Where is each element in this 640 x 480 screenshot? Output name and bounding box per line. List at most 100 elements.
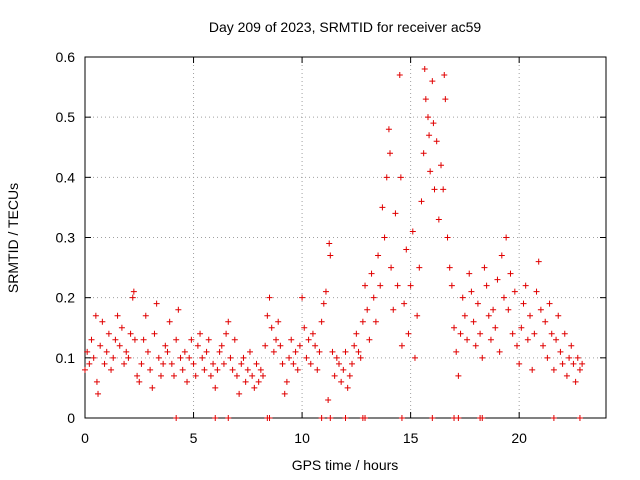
data-point [327,415,334,421]
data-point [505,306,512,313]
data-point [346,372,353,379]
data-point [210,360,217,367]
data-point [264,312,271,319]
x-tick-label: 20 [511,430,527,446]
data-point [550,415,557,421]
data-point [392,210,399,217]
data-point [430,120,437,127]
data-point [281,390,288,397]
data-point [288,336,295,343]
data-point [236,390,243,397]
data-point [398,415,405,421]
data-point [507,270,514,277]
data-point [201,366,208,373]
data-point [572,378,579,385]
data-point [559,360,566,367]
data-point [566,354,573,361]
data-point [307,360,314,367]
data-point [421,66,428,73]
data-point [255,378,262,385]
data-point [205,336,212,343]
data-point [229,366,236,373]
data-point [181,348,188,355]
data-point [101,360,108,367]
data-point [177,354,184,361]
data-point [188,336,195,343]
data-point [544,354,551,361]
data-point [442,96,449,103]
data-point [424,114,431,121]
data-point [422,96,429,103]
data-point [283,378,290,385]
data-point [318,318,325,325]
data-point [441,72,448,79]
data-point [112,336,119,343]
data-point [390,306,397,313]
data-point [212,415,219,421]
data-point [353,330,360,337]
data-point [301,324,308,331]
data-point [108,366,115,373]
data-point [84,348,91,355]
data-point [335,360,342,367]
data-point [171,372,178,379]
data-point [97,342,104,349]
data-point [451,324,458,331]
data-point [233,372,240,379]
data-point [268,324,275,331]
data-point [118,324,125,331]
data-point [398,342,405,349]
data-point [563,372,570,379]
data-point [130,288,137,295]
data-point [318,415,325,421]
data-point [513,342,520,349]
data-point [95,390,102,397]
data-point [388,264,395,271]
data-point [524,336,531,343]
data-point [397,174,404,181]
data-point [203,348,210,355]
data-point [220,360,227,367]
data-point [105,330,112,337]
data-point [531,330,538,337]
data-point [294,366,301,373]
data-point [138,360,145,367]
data-point [431,186,438,193]
data-point [494,276,501,283]
data-point [338,378,345,385]
data-point [344,384,351,391]
data-point [472,342,479,349]
data-point [127,330,134,337]
data-point [340,366,347,373]
data-point [90,354,97,361]
data-point [483,282,490,289]
data-point [540,342,547,349]
data-point [542,318,549,325]
x-tick-label: 10 [294,430,310,446]
data-point [216,348,223,355]
data-point [546,300,553,307]
data-point [576,415,583,421]
data-point [503,234,510,241]
data-point [372,318,379,325]
data-point [466,270,473,277]
data-point [351,342,358,349]
data-point [246,348,253,355]
data-point [516,360,523,367]
data-point [438,162,445,169]
data-point [429,78,436,85]
data-point [375,252,382,259]
data-point [364,306,371,313]
data-point [396,72,403,79]
data-point [231,336,238,343]
data-point [162,342,169,349]
data-point [561,330,568,337]
data-point [225,318,232,325]
data-point [498,252,505,259]
data-point [579,360,586,367]
chart-title: Day 209 of 2023, SRMTID for receiver ac5… [209,19,482,35]
data-point [207,372,214,379]
data-point [381,234,388,241]
data-point [377,282,384,289]
